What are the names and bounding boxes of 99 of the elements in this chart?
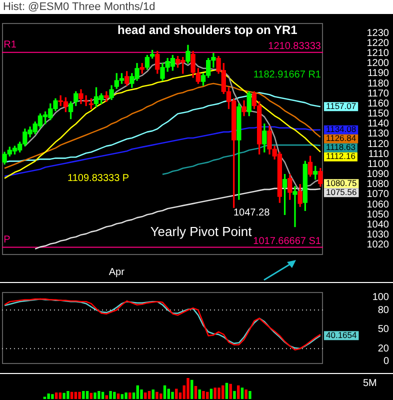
annotation: R1: [4, 39, 17, 50]
chart-title: Hist: @ESM0 Three Months/1d: [3, 0, 156, 14]
bar: [240, 388, 244, 399]
data-label: 1134.08: [326, 124, 356, 134]
bar: [167, 388, 170, 399]
bar: [66, 391, 70, 399]
y-tick-label: 1170: [367, 88, 390, 100]
y-tick-label: 1120: [367, 138, 390, 150]
y-tick-label: 1190: [367, 68, 390, 80]
x-tick-label: Apr: [108, 266, 126, 278]
bar: [74, 392, 78, 399]
y-tick-label: 100: [372, 292, 390, 303]
bar: [152, 390, 154, 399]
annotation: 1109.83333 P: [68, 172, 130, 184]
bar: [186, 378, 190, 399]
bar: [136, 385, 140, 399]
bar: [218, 388, 220, 399]
bar: [109, 391, 112, 399]
bar: [86, 391, 89, 399]
bar: [236, 385, 240, 399]
data-label: 40.1654: [326, 330, 357, 340]
y-tick-label: 1040: [366, 219, 390, 230]
candlestick: [292, 186, 298, 228]
annotation: P: [4, 234, 11, 246]
y-tick-label: 1110: [368, 148, 390, 160]
ref-line-label: 1210.83333: [268, 41, 322, 52]
bar: [62, 392, 66, 399]
annotation: Yearly Pivot Point: [150, 224, 252, 239]
data-label: 1075.56: [326, 186, 357, 197]
bar: [101, 392, 104, 399]
bar: [47, 394, 50, 399]
bar: [54, 392, 58, 399]
bar: [105, 395, 108, 399]
bar: [128, 392, 132, 399]
bar: [233, 391, 236, 399]
y-tick-label: 1060: [366, 199, 390, 210]
bar: [116, 394, 120, 399]
y-tick-label: 1150: [367, 108, 390, 120]
bar: [194, 386, 198, 399]
bar: [98, 391, 100, 399]
bar: [171, 392, 174, 399]
annotation: head and shoulders top on YR1: [118, 23, 298, 38]
annotation: 1182.91667 R1: [253, 70, 322, 81]
bar: [248, 391, 252, 399]
y-tick-label: 1220: [366, 38, 390, 49]
y-tick-label: 80: [378, 304, 390, 316]
y-tick-label: 1030: [366, 230, 390, 241]
bar: [190, 380, 194, 399]
bar: [113, 392, 116, 399]
bar: [120, 394, 124, 399]
data-label: 1157.07: [326, 100, 356, 111]
bar: [90, 392, 93, 399]
data-label: 1118.63: [326, 142, 356, 152]
y-tick-label: 1130: [367, 128, 390, 140]
bar: [163, 385, 166, 399]
y-tick-label: 1140: [367, 118, 390, 130]
bar: [222, 385, 224, 399]
bar: [198, 390, 201, 399]
bar: [78, 392, 81, 399]
bar: [175, 388, 178, 399]
y-tick-label: 1090: [366, 169, 390, 180]
ref-line-label: 1017.66667 S1: [253, 236, 322, 248]
bar: [58, 392, 62, 399]
annotation: 1047.28: [233, 208, 270, 219]
y-tick-label: 1100: [367, 158, 390, 170]
y-tick-label: 1050: [366, 209, 390, 220]
bar: [144, 392, 147, 399]
y-tick-label: 1230: [366, 28, 390, 39]
bar: [70, 392, 74, 399]
bar: [225, 382, 228, 399]
bar: [82, 391, 85, 399]
text: 5M: [363, 378, 377, 389]
bar: [156, 392, 158, 399]
bar: [160, 394, 162, 399]
bar: [202, 391, 205, 399]
y-tick-label: 1020: [366, 240, 390, 251]
y-tick-label: 20: [378, 343, 390, 354]
y-tick-label: 50: [378, 324, 390, 336]
bar: [244, 390, 248, 399]
y-tick-label: 1180: [367, 78, 390, 90]
candlestick: [104, 91, 109, 102]
data-label: 1112.16: [326, 151, 356, 162]
bar: [51, 394, 54, 399]
y-tick-label: 1160: [367, 98, 390, 110]
y-tick-label: 1200: [366, 58, 390, 70]
bar: [206, 392, 209, 399]
bar: [140, 390, 143, 399]
bar: [148, 391, 151, 399]
bar: [214, 388, 216, 399]
y-tick-label: 1210: [366, 48, 390, 60]
y-tick-label: 1080: [366, 179, 390, 190]
bar: [229, 384, 232, 399]
data-label: 1126.84: [326, 133, 356, 144]
text: 1080.75: [326, 178, 357, 188]
bar: [94, 392, 96, 399]
y-tick-label: 1070: [366, 189, 390, 200]
bar: [210, 388, 213, 399]
y-tick-label: 0: [383, 356, 390, 368]
bar: [124, 392, 128, 399]
